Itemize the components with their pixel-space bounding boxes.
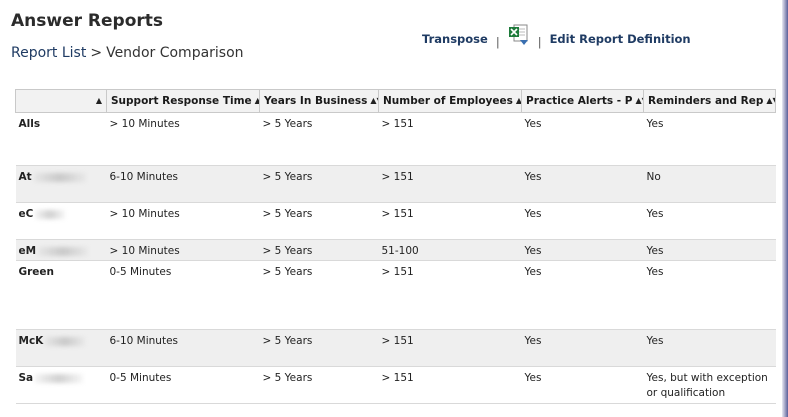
table-row: Green 0-5 Minutes > 5 Years > 151 Yes Ye… — [15, 260, 776, 330]
column-label: Reminders and Rep — [648, 95, 764, 107]
redaction-blur — [33, 172, 86, 182]
vendor-name: At — [18, 171, 32, 183]
vendor-name: Sa — [18, 372, 34, 384]
edit-report-definition-link[interactable]: Edit Report Definition — [549, 32, 691, 46]
column-header-years-in-business[interactable]: Years In Business▲▼ — [259, 89, 379, 113]
vendor-name: eM — [18, 245, 37, 257]
vendor-cell: Sa — [15, 366, 107, 404]
table-row: At 6-10 Minutes > 5 Years > 151 Yes No — [15, 165, 776, 203]
redaction-blur — [45, 336, 86, 346]
years-cell: > 5 Years — [259, 239, 379, 261]
employees-cell: > 151 — [378, 202, 522, 240]
employees-cell: 51-100 — [378, 239, 522, 261]
breadcrumb: Report List > Vendor Comparison — [11, 45, 244, 61]
column-header-reminders[interactable]: Reminders and Rep▲▼ — [643, 89, 776, 113]
alerts-cell: Yes — [521, 260, 644, 330]
report-actions: Transpose | | Edit Report Definition — [422, 24, 691, 50]
vendor-cell: eC — [15, 202, 107, 240]
column-header-support-response-time[interactable]: Support Response Time▲ — [106, 89, 260, 113]
column-label: Number of Employees — [383, 95, 513, 107]
redaction-blur — [35, 209, 66, 219]
vendor-name: McK — [18, 335, 44, 347]
employees-cell: > 151 — [378, 165, 522, 203]
reminders-cell: Yes — [643, 260, 776, 330]
alerts-cell: Yes — [521, 366, 644, 404]
support-cell: 0-5 Minutes — [106, 260, 260, 330]
employees-cell: > 151 — [378, 366, 522, 404]
vendor-name: eC — [18, 208, 34, 220]
vendor-comparison-table: ▲ Support Response Time▲ Years In Busine… — [15, 89, 776, 404]
breadcrumb-report-list-link[interactable]: Report List — [11, 45, 87, 61]
column-label: Years In Business — [264, 95, 368, 107]
reminders-cell: Yes, but with exception or qualification — [643, 366, 776, 404]
years-cell: > 5 Years — [259, 329, 379, 367]
years-cell: > 5 Years — [259, 260, 379, 330]
vendor-name: Alls — [18, 118, 41, 130]
action-separator-2: | — [537, 35, 542, 49]
window-right-edge — [782, 0, 788, 417]
column-label: Support Response Time — [111, 95, 252, 107]
employees-cell: > 151 — [378, 329, 522, 367]
support-cell: 6-10 Minutes — [106, 165, 260, 203]
vendor-cell: McK — [15, 329, 107, 367]
table-row: McK 6-10 Minutes > 5 Years > 151 Yes Yes — [15, 329, 776, 367]
years-cell: > 5 Years — [259, 165, 379, 203]
alerts-cell: Yes — [521, 202, 644, 240]
action-separator: | — [495, 35, 500, 49]
alerts-cell: Yes — [521, 112, 644, 166]
years-cell: > 5 Years — [259, 202, 379, 240]
excel-export-icon[interactable] — [508, 24, 530, 46]
page-title: Answer Reports — [11, 11, 164, 31]
vendor-cell: Alls — [15, 112, 107, 166]
transpose-link[interactable]: Transpose — [422, 32, 488, 46]
support-cell: 0-5 Minutes — [106, 366, 260, 404]
years-cell: > 5 Years — [259, 366, 379, 404]
sort-both-icon[interactable]: ▲▼ — [635, 96, 642, 105]
column-label: Practice Alerts - P — [526, 95, 633, 107]
employees-cell: > 151 — [378, 112, 522, 166]
reminders-cell: Yes — [643, 329, 776, 367]
table-row: Alls > 10 Minutes > 5 Years > 151 Yes Ye… — [15, 112, 776, 166]
table-row: eM > 10 Minutes > 5 Years 51-100 Yes Yes — [15, 239, 776, 261]
sort-asc-icon[interactable]: ▲ — [255, 97, 259, 105]
employees-cell: > 151 — [378, 260, 522, 330]
sort-both-icon[interactable]: ▲▼ — [370, 96, 377, 105]
alerts-cell: Yes — [521, 239, 644, 261]
reminders-cell: Yes — [643, 112, 776, 166]
table-header-row: ▲ Support Response Time▲ Years In Busine… — [15, 89, 776, 113]
table-row: Sa 0-5 Minutes > 5 Years > 151 Yes Yes, … — [15, 366, 776, 404]
alerts-cell: Yes — [521, 165, 644, 203]
sort-asc-icon[interactable]: ▲ — [95, 96, 102, 105]
column-header-practice-alerts[interactable]: Practice Alerts - P▲▼ — [521, 89, 644, 113]
sort-both-icon[interactable]: ▲▼ — [515, 96, 522, 105]
column-header-number-of-employees[interactable]: Number of Employees▲▼ — [378, 89, 522, 113]
support-cell: > 10 Minutes — [106, 202, 260, 240]
support-cell: 6-10 Minutes — [106, 329, 260, 367]
breadcrumb-separator: > — [90, 45, 103, 61]
reminders-cell: Yes — [643, 239, 776, 261]
vendor-name: Green — [18, 266, 55, 278]
redaction-blur — [38, 246, 89, 256]
redaction-blur — [35, 373, 84, 383]
table-row: eC > 10 Minutes > 5 Years > 151 Yes Yes — [15, 202, 776, 240]
sort-both-icon[interactable]: ▲▼ — [766, 96, 774, 105]
reminders-cell: Yes — [643, 202, 776, 240]
years-cell: > 5 Years — [259, 112, 379, 166]
vendor-cell: Green — [15, 260, 107, 330]
alerts-cell: Yes — [521, 329, 644, 367]
breadcrumb-current: Vendor Comparison — [106, 45, 244, 61]
support-cell: > 10 Minutes — [106, 112, 260, 166]
column-header-vendor[interactable]: ▲ — [15, 89, 107, 113]
vendor-cell: At — [15, 165, 107, 203]
support-cell: > 10 Minutes — [106, 239, 260, 261]
reminders-cell: No — [643, 165, 776, 203]
vendor-cell: eM — [15, 239, 107, 261]
